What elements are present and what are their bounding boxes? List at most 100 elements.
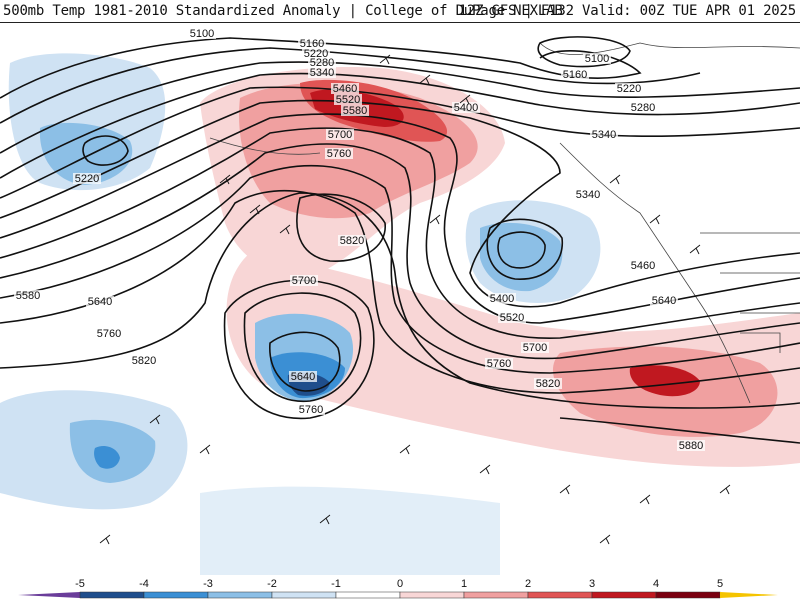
- contour-5160: [0, 47, 701, 124]
- contour-label-bg: [521, 342, 549, 353]
- colorbar-segment: [335, 591, 401, 599]
- contour-label-bg: [308, 57, 336, 68]
- colorbar-tick-label: -3: [203, 578, 213, 590]
- colorbar-segment: [143, 591, 209, 599]
- contour-label-bg: [334, 94, 362, 105]
- contour-label: 5580: [343, 105, 367, 117]
- colorbar-tick-label: -4: [139, 578, 149, 590]
- contour-label: 5520: [336, 94, 360, 106]
- contour-label-bg: [308, 67, 336, 78]
- contour-label-bg: [331, 83, 359, 94]
- coastlines: [209, 42, 800, 404]
- contour-label: 5640: [88, 296, 112, 308]
- contour-5520: [0, 127, 800, 339]
- map-title: 500mb Temp 1981-2010 Standardized Anomal…: [3, 3, 563, 19]
- cold-anomaly-northwest-core: [39, 122, 133, 185]
- colorbar-arrow-min: [18, 592, 80, 598]
- colorbar-segment: [399, 591, 465, 599]
- contour-label-bg: [590, 129, 618, 140]
- contour-label-bg: [534, 378, 562, 389]
- header-bar: 500mb Temp 1981-2010 Standardized Anomal…: [0, 0, 800, 23]
- contour-label: 5400: [454, 102, 478, 114]
- contour-label-bg: [289, 371, 317, 382]
- contour-label-bg: [302, 48, 330, 59]
- coastline-alaska: [539, 42, 800, 55]
- colorbar-arrow-max: [720, 592, 778, 598]
- contour-label: 5100: [585, 53, 609, 65]
- coastline-west: [559, 142, 751, 404]
- contour-label: 5460: [333, 83, 357, 95]
- contour-label: 5340: [576, 189, 600, 201]
- contour-5100-closed: [537, 36, 631, 68]
- contour-5100: [0, 37, 642, 99]
- contour-label-bg: [650, 295, 678, 306]
- contour-5400: [0, 99, 800, 308]
- colorbar-tick-label: 0: [397, 578, 403, 590]
- contour-label-bg: [338, 235, 366, 246]
- colorbar-segment: [207, 591, 273, 599]
- contour-label-bg: [290, 275, 318, 286]
- colorbar-segment: [463, 591, 529, 599]
- colorbar: -5 -4 -3 -2 -1 0 1 2 3 4 5: [0, 575, 800, 600]
- contour-label: 5760: [487, 358, 511, 370]
- contour-label: 5760: [299, 404, 323, 416]
- colorbar-segment: [271, 591, 337, 599]
- contour-label: 5460: [631, 260, 655, 272]
- height-contours: [0, 36, 800, 444]
- cold-anomaly-southwest-peak: [94, 446, 120, 469]
- contour-label: 5700: [292, 275, 316, 287]
- contour-label-bg: [298, 38, 326, 49]
- contour-5400-closed: [497, 231, 546, 269]
- contour-label: 5280: [631, 102, 655, 114]
- contour-label: 5760: [327, 148, 351, 160]
- contour-label-bg: [498, 312, 526, 323]
- colorbar-tick-label: -1: [331, 578, 341, 590]
- contour-labels: 5100510051605160522052205220528052805340…: [14, 28, 705, 452]
- contour-5220: [0, 61, 800, 154]
- contour-5820-closed: [296, 193, 386, 262]
- cold-anomaly-south-pale: [200, 486, 500, 575]
- contour-label: 5280: [310, 57, 334, 69]
- contour-label: 5880: [679, 440, 703, 452]
- contour-label-bg: [14, 290, 42, 301]
- warm-anomaly-southeast-core: [629, 365, 700, 397]
- contour-label-bg: [130, 355, 158, 366]
- colorbar-tick-label: 3: [589, 578, 595, 590]
- contour-label-bg: [583, 53, 611, 64]
- contour-label-bg: [95, 328, 123, 339]
- colorbar-band: [18, 591, 778, 599]
- contour-label: 5700: [328, 129, 352, 141]
- colorbar-tick-label: 1: [461, 578, 467, 590]
- contour-label-bg: [325, 148, 353, 159]
- contour-label: 5820: [340, 235, 364, 247]
- contour-5340-closed: [486, 218, 564, 280]
- colorbar-segment: [591, 591, 657, 599]
- contour-label: 5820: [132, 355, 156, 367]
- colorbar-tick-label: 2: [525, 578, 531, 590]
- contour-label-bg: [86, 296, 114, 307]
- contour-5640: [0, 164, 800, 374]
- colorbar-segment: [527, 591, 593, 599]
- contour-5640-cutoff: [269, 331, 341, 392]
- contour-label: 5340: [310, 67, 334, 79]
- contour-label: 5580: [16, 290, 40, 302]
- contour-5340: [0, 86, 800, 199]
- contour-5820: [0, 192, 800, 409]
- contour-label: 5220: [617, 83, 641, 95]
- colorbar-tick-label: -2: [267, 578, 277, 590]
- contour-label: 5220: [75, 173, 99, 185]
- contour-label-bg: [297, 404, 325, 415]
- colorbar-tick-label: -5: [75, 578, 85, 590]
- contour-label: 5700: [523, 342, 547, 354]
- colorbar-tick-label: 5: [717, 578, 723, 590]
- contour-label: 5520: [500, 312, 524, 324]
- contour-label-bg: [73, 173, 101, 184]
- colorbar-segment: [655, 591, 721, 599]
- contour-label-bg: [677, 440, 705, 451]
- colorbar-tick-label: 4: [653, 578, 659, 590]
- contour-label-bg: [188, 28, 216, 39]
- contour-5880: [559, 417, 800, 444]
- colorbar-ticks: -5 -4 -3 -2 -1 0 1 2 3 4 5: [75, 578, 723, 590]
- contour-5580: [0, 143, 800, 360]
- wind-barbs: [99, 54, 731, 545]
